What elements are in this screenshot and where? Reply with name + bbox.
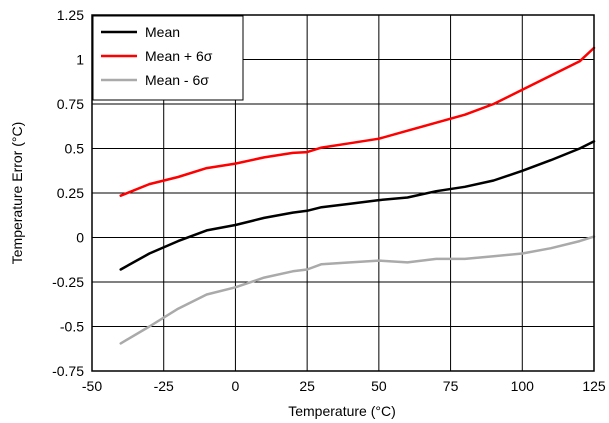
x-axis-title: Temperature (°C) xyxy=(288,403,396,419)
x-tick-label: 50 xyxy=(371,378,387,394)
x-tick-label: -50 xyxy=(82,378,102,394)
grid-lines xyxy=(92,15,594,371)
x-tick-label: 0 xyxy=(232,378,240,394)
y-tick-label: -0.75 xyxy=(52,363,84,379)
y-tick-label: 0 xyxy=(76,230,84,246)
y-tick-label: 1.25 xyxy=(57,7,84,23)
y-tick-label: -0.5 xyxy=(60,319,84,335)
x-tick-label: 125 xyxy=(582,378,606,394)
y-axis-title: Temperature Error (°C) xyxy=(9,122,25,265)
legend-label-2: Mean - 6σ xyxy=(145,72,209,88)
series-lines xyxy=(119,46,596,345)
plot-frame xyxy=(91,14,595,372)
y-tick-label: 0.25 xyxy=(57,185,84,201)
y-tick-label: -0.25 xyxy=(52,274,84,290)
y-tick-label: 1 xyxy=(76,52,84,68)
series-line-1 xyxy=(119,46,596,197)
legend: Mean Mean + 6σ Mean - 6σ xyxy=(92,15,244,101)
legend-box xyxy=(92,15,244,101)
x-tick-label: 25 xyxy=(299,378,315,394)
legend-label-1: Mean + 6σ xyxy=(145,48,213,64)
series-line-2 xyxy=(119,235,596,345)
y-tick-label: 0.75 xyxy=(57,96,84,112)
x-tick-label: -25 xyxy=(154,378,174,394)
series-line-0 xyxy=(119,140,596,271)
y-tick-label: 0.5 xyxy=(65,141,85,157)
legend-label-0: Mean xyxy=(145,24,180,40)
x-tick-label: 100 xyxy=(511,378,535,394)
axes: -50 -25 0 25 50 75 100 125 1.25 1 0.75 0.5 0.25 0 -0.2… xyxy=(52,7,606,394)
x-tick-label: 75 xyxy=(443,378,459,394)
